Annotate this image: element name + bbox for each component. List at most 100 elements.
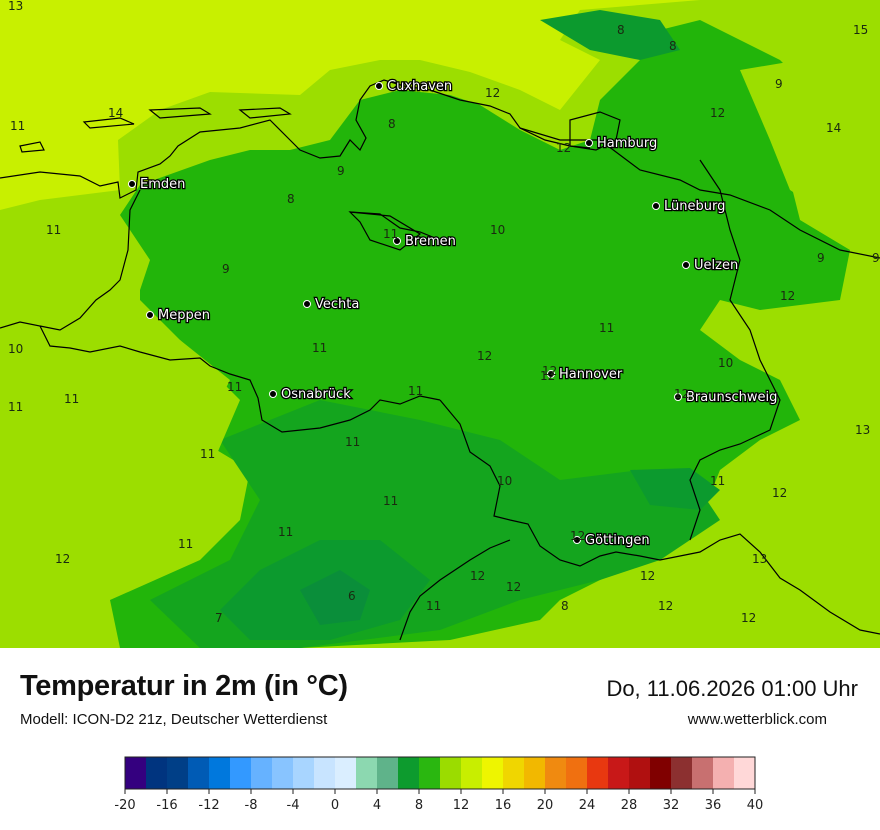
legend-swatch (146, 757, 168, 789)
city-dot (674, 393, 682, 401)
legend-swatch (272, 757, 294, 789)
legend-swatch (167, 757, 189, 789)
map-title: Temperatur in 2m (in °C) (20, 670, 348, 702)
isotherm-label: 11 (383, 227, 398, 241)
isotherm-label: 12 (710, 106, 725, 120)
legend-swatch (125, 757, 147, 789)
legend-tick-label: 12 (453, 798, 470, 813)
legend-swatch (335, 757, 357, 789)
legend-tick-label: 40 (747, 798, 764, 813)
city-dot (303, 300, 311, 308)
isotherm-label: 12 (506, 580, 521, 594)
city-dot (393, 237, 401, 245)
city-dot (128, 180, 136, 188)
state-border-hessen-south (399, 539, 511, 641)
isotherm-label: 8 (617, 23, 625, 37)
legend-tick-label: 28 (621, 798, 638, 813)
island-3 (148, 107, 212, 119)
city-label: Emden (140, 177, 185, 192)
island-1 (19, 141, 45, 153)
isotherm-label: 11 (426, 599, 441, 613)
isotherm-label: 9 (817, 251, 825, 265)
legend-swatch (419, 757, 441, 789)
legend-tick-label: -16 (156, 798, 177, 813)
legend-swatch (587, 757, 609, 789)
bremen-border (348, 211, 422, 251)
isotherm-label: 8 (669, 39, 677, 53)
legend-swatch (482, 757, 504, 789)
weser-river-path (349, 211, 441, 241)
legend-swatch (650, 757, 672, 789)
isotherm-label: 10 (490, 223, 505, 237)
warm-patch-east (650, 510, 880, 648)
legend-tick-label: 8 (415, 798, 423, 813)
isotherm-label: 11 (408, 384, 423, 398)
coastline-path (0, 79, 591, 199)
isotherm-label: 12 (570, 529, 585, 543)
legend-tick-label: -8 (245, 798, 258, 813)
isotherm-label: 14 (108, 106, 123, 120)
city-dot (573, 536, 581, 544)
legend-swatch (314, 757, 336, 789)
color-legend: -20 -16 -12 -8 -4 0 4 8 12 16 20 24 28 32 36 40 (110, 754, 770, 824)
city-label: Göttingen (585, 533, 650, 548)
legend-swatch (713, 757, 735, 789)
city-dot (375, 82, 383, 90)
state-border-east (689, 159, 781, 541)
city-dot (146, 311, 154, 319)
isotherm-label: 9 (872, 251, 880, 265)
legend-tick-label: 4 (373, 798, 381, 813)
isotherm-label: 11 (227, 380, 242, 394)
legend-swatch (293, 757, 315, 789)
legend-tick-label: 32 (663, 798, 680, 813)
isotherm-label: 11 (10, 119, 25, 133)
warm-patch-west (0, 210, 240, 560)
legend-swatch (503, 757, 525, 789)
legend-tick-label: 36 (705, 798, 722, 813)
legend-swatch (398, 757, 420, 789)
legend-tick-label: -4 (287, 798, 300, 813)
legend-tick-label: 24 (579, 798, 596, 813)
model-info: Modell: ICON-D2 21z, Deutscher Wetterdie… (20, 711, 328, 728)
isotherm-label: 9 (775, 77, 783, 91)
legend-frame (124, 756, 756, 790)
isotherm-label: 8 (287, 192, 295, 206)
isotherm-label: 9 (222, 262, 230, 276)
legend-swatch (209, 757, 231, 789)
isotherm-label: 12 (674, 387, 689, 401)
forecast-datetime: Do, 11.06.2026 01:00 Uhr (606, 676, 858, 701)
isotherm-label: 8 (561, 599, 569, 613)
isotherm-label: 8 (388, 117, 396, 131)
legend-swatch (566, 757, 588, 789)
island-2 (82, 117, 135, 129)
city-dot (269, 390, 277, 398)
isotherm-label: 14 (826, 121, 841, 135)
isotherm-label: 11 (46, 223, 61, 237)
isotherm-label: 12 (55, 552, 70, 566)
isotherm-label: 11 (345, 435, 360, 449)
state-border-west (0, 321, 441, 433)
legend-swatch (524, 757, 546, 789)
city-dot (585, 139, 593, 147)
legend-swatch (608, 757, 630, 789)
isotherm-label: 9 (337, 164, 345, 178)
isotherm-label: 13 (8, 0, 23, 13)
legend-swatch (629, 757, 651, 789)
legend-tick-label: -12 (198, 798, 219, 813)
city-label: Uelzen (694, 258, 738, 273)
footer: Temperatur in 2m (in °C) Modell: ICON-D2… (0, 648, 880, 830)
isotherm-label: 11 (383, 494, 398, 508)
warm-patch-ne (740, 60, 850, 210)
legend-swatch (188, 757, 210, 789)
isotherm-label: 10 (8, 342, 23, 356)
hamburg-border (569, 111, 621, 151)
isotherm-label: 11 (710, 474, 725, 488)
isotherm-label: 11 (200, 447, 215, 461)
coastline-and-borders (0, 79, 880, 641)
isotherm-label: 12 (780, 289, 795, 303)
isotherm-label: 10 (497, 474, 512, 488)
legend-swatch (440, 757, 462, 789)
site-link[interactable]: www.wetterblick.com (687, 711, 827, 728)
legend-swatch (230, 757, 252, 789)
